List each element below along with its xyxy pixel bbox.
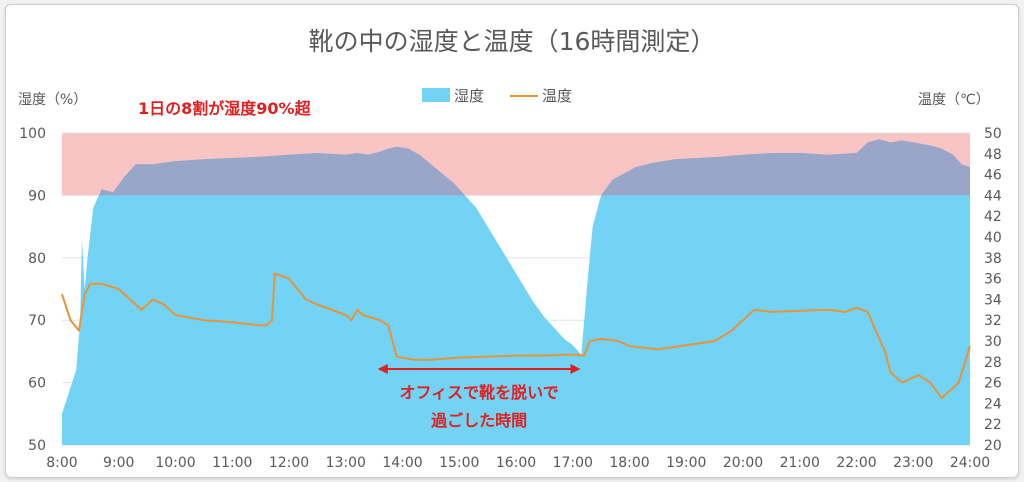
right-tick-label: 34 [984,292,1002,308]
x-tick-label: 12:00 [269,455,309,471]
x-tick-label: 19:00 [666,455,706,471]
x-tick-label: 17:00 [553,455,593,471]
legend-humidity-swatch [422,88,450,102]
right-tick-label: 30 [984,334,1002,350]
right-tick-label: 24 [984,396,1002,412]
x-tick-label: 18:00 [609,455,649,471]
right-tick-label: 28 [984,355,1002,371]
x-tick-label: 23:00 [893,455,933,471]
right-tick-label: 20 [984,438,1002,454]
right-tick-label: 46 [984,168,1002,184]
right-tick-label: 44 [984,188,1002,204]
right-tick-label: 50 [984,126,1002,142]
chart-title: 靴の中の湿度と温度（16時間測定） [309,27,716,56]
right-tick-label: 36 [984,272,1002,288]
left-tick-label: 60 [28,376,46,392]
x-tick-label: 14:00 [382,455,422,471]
right-axis-title: 温度（℃） [918,92,990,108]
left-tick-label: 50 [28,438,46,454]
x-tick-label: 20:00 [723,455,763,471]
left-tick-label: 70 [28,313,46,329]
right-tick-label: 38 [984,251,1002,267]
right-tick-label: 32 [984,313,1002,329]
annotation-office-line2: 過ごした時間 [430,411,527,430]
annotation-office-line1: オフィスで靴を脱いで [400,383,559,402]
left-tick-label: 80 [28,251,46,267]
annotation-top-note: 1日の8割が湿度90%超 [138,99,312,118]
x-tick-label: 22:00 [836,455,876,471]
x-tick-label: 13:00 [326,455,366,471]
x-tick-label: 24:00 [950,455,990,471]
right-tick-label: 42 [984,209,1002,225]
humidity-over-90-area [98,139,970,196]
right-tick-label: 22 [984,417,1002,433]
right-tick-label: 48 [984,147,1002,163]
x-tick-label: 10:00 [155,455,195,471]
left-tick-label: 90 [28,188,46,204]
left-tick-label: 100 [19,126,46,142]
legend-humidity-label: 湿度 [454,87,484,105]
right-tick-label: 26 [984,376,1002,392]
x-tick-label: 15:00 [439,455,479,471]
x-tick-label: 11:00 [212,455,252,471]
legend-temperature-label: 温度 [542,87,572,105]
humidity-area [62,139,970,445]
x-tick-label: 9:00 [103,455,134,471]
right-tick-label: 40 [984,230,1002,246]
x-tick-label: 16:00 [496,455,536,471]
left-axis-title: 湿度（%） [18,92,87,108]
x-tick-label: 8:00 [46,455,77,471]
temperature-line [61,272,971,400]
x-tick-label: 21:00 [780,455,820,471]
